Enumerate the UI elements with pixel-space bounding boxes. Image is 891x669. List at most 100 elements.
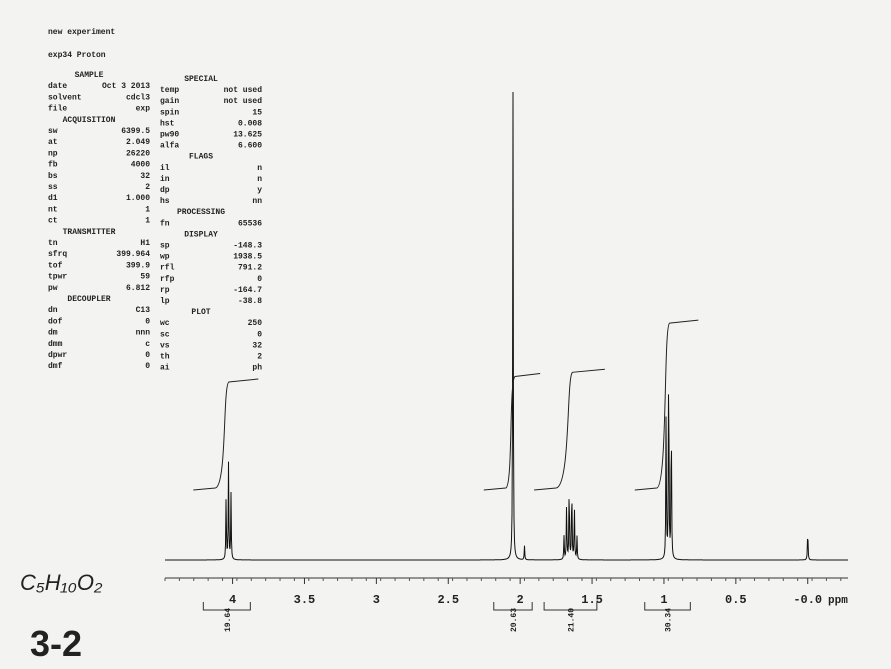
section-heading: ACQUISITION bbox=[63, 116, 116, 125]
param-name: file bbox=[48, 105, 67, 114]
param-name: dpwr bbox=[48, 351, 67, 360]
param-value: 1938.5 bbox=[233, 253, 262, 262]
param-name: wc bbox=[160, 319, 170, 328]
param-value: 0 bbox=[145, 317, 150, 326]
param-name: th bbox=[160, 353, 170, 362]
param-name: dn bbox=[48, 306, 58, 315]
param-name: rp bbox=[160, 286, 170, 295]
param-value: 15 bbox=[252, 108, 262, 117]
param-value: c bbox=[145, 340, 150, 349]
integral-bracket bbox=[543, 602, 598, 611]
param-value: Oct 3 2013 bbox=[102, 82, 150, 91]
param-name: dm bbox=[48, 329, 58, 338]
x-axis-label: ppm bbox=[828, 595, 848, 607]
param-value: 6.812 bbox=[126, 284, 150, 293]
param-name: dmm bbox=[48, 340, 63, 349]
param-name: dmf bbox=[48, 362, 63, 371]
param-name: date bbox=[48, 82, 67, 91]
param-value: 399.9 bbox=[126, 261, 150, 270]
param-name: alfa bbox=[160, 142, 179, 151]
section-heading: PROCESSING bbox=[177, 208, 225, 217]
x-tick-label: 4 bbox=[229, 593, 236, 607]
param-value: 250 bbox=[248, 319, 263, 328]
param-name: tpwr bbox=[48, 273, 67, 282]
param-value: 0 bbox=[257, 275, 262, 284]
param-value: n bbox=[257, 164, 262, 173]
x-tick-label: 1 bbox=[660, 593, 667, 607]
param-value: 2 bbox=[257, 353, 262, 362]
param-value: 59 bbox=[140, 273, 150, 282]
param-value: 6399.5 bbox=[121, 127, 150, 136]
integral-bracket bbox=[202, 602, 251, 611]
param-name: hst bbox=[160, 119, 175, 128]
param-value: ph bbox=[252, 364, 262, 373]
param-value: 791.2 bbox=[238, 264, 262, 273]
param-name: gain bbox=[160, 97, 179, 106]
param-value: -148.3 bbox=[233, 242, 262, 251]
param-name: in bbox=[160, 175, 170, 184]
param-name: np bbox=[48, 149, 58, 158]
param-name: bs bbox=[48, 172, 58, 181]
param-name: dof bbox=[48, 317, 63, 326]
param-value: nnn bbox=[136, 329, 151, 338]
param-name: il bbox=[160, 164, 170, 173]
param-value: 65536 bbox=[238, 219, 262, 228]
param-value: 2.049 bbox=[126, 138, 150, 147]
param-name: sc bbox=[160, 330, 170, 339]
param-name: vs bbox=[160, 341, 170, 350]
param-name: dp bbox=[160, 186, 170, 195]
param-name: sw bbox=[48, 127, 58, 136]
param-value: 0.008 bbox=[238, 119, 262, 128]
integral-curve bbox=[534, 368, 605, 491]
sample-label: 3-2 bbox=[30, 623, 82, 664]
param-name: tn bbox=[48, 239, 58, 248]
param-value: 0 bbox=[145, 351, 150, 360]
formula: C₅H₁₀O₂ bbox=[20, 570, 103, 595]
param-name: pw90 bbox=[160, 131, 179, 140]
param-value: H1 bbox=[140, 239, 150, 248]
param-value: 1 bbox=[145, 205, 150, 214]
x-tick-label: 1.5 bbox=[581, 593, 603, 607]
param-value: 0 bbox=[257, 330, 262, 339]
param-value: 13.625 bbox=[233, 131, 262, 140]
param-value: -164.7 bbox=[233, 286, 262, 295]
param-name: hs bbox=[160, 197, 170, 206]
param-value: 1.000 bbox=[126, 194, 150, 203]
param-name: d1 bbox=[48, 194, 58, 203]
integral-label: 30.34 bbox=[665, 608, 674, 632]
integral-label: 19.64 bbox=[224, 608, 233, 632]
param-name: sp bbox=[160, 242, 170, 251]
param-name: at bbox=[48, 138, 58, 147]
param-name: ai bbox=[160, 364, 170, 373]
param-value: 6.600 bbox=[238, 142, 262, 151]
param-value: not used bbox=[224, 86, 263, 95]
param-value: C13 bbox=[136, 306, 151, 315]
section-heading: DECOUPLER bbox=[67, 295, 110, 304]
param-name: ss bbox=[48, 183, 58, 192]
spectrum bbox=[165, 91, 848, 561]
param-name: rfl bbox=[160, 264, 175, 273]
param-value: y bbox=[257, 186, 262, 195]
section-heading: FLAGS bbox=[189, 153, 213, 162]
x-tick-label: -0.0 bbox=[793, 593, 822, 607]
param-value: not used bbox=[224, 97, 263, 106]
header-title: new experiment bbox=[48, 28, 115, 37]
param-value: 399.964 bbox=[116, 250, 150, 259]
param-name: spin bbox=[160, 108, 179, 117]
param-value: -38.8 bbox=[238, 297, 262, 306]
param-value: 4000 bbox=[131, 161, 150, 170]
param-name: ct bbox=[48, 217, 58, 226]
param-name: wp bbox=[160, 253, 170, 262]
integral-curve bbox=[483, 373, 541, 491]
param-name: temp bbox=[160, 86, 179, 95]
param-value: n bbox=[257, 175, 262, 184]
param-value: nn bbox=[252, 197, 262, 206]
param-value: 32 bbox=[140, 172, 150, 181]
param-name: solvent bbox=[48, 93, 82, 102]
x-tick-label: 2 bbox=[517, 593, 524, 607]
section-heading: PLOT bbox=[191, 308, 210, 317]
integral-label: 21.40 bbox=[567, 608, 576, 632]
section-heading: SPECIAL bbox=[184, 75, 218, 84]
